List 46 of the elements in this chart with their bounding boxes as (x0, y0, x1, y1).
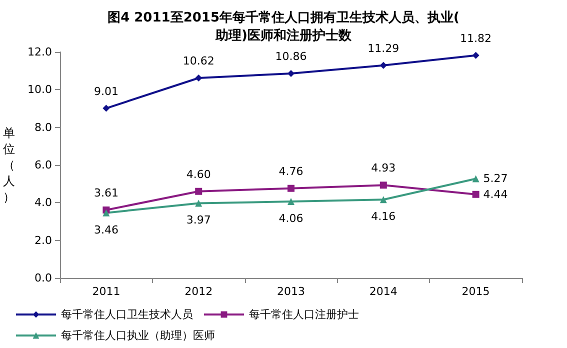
y-tick-label: 4.0 (34, 196, 52, 210)
point (288, 70, 294, 77)
legend-label: 每千常住人口注册护士 (249, 308, 359, 321)
y-tick-label: 12.0 (28, 46, 52, 58)
point (472, 190, 480, 198)
data-label: 3.61 (94, 186, 118, 200)
x-tick-label: 2012 (184, 285, 213, 298)
point (380, 196, 387, 204)
legend-label: 每千常住人口卫生技术人员 (61, 308, 193, 321)
point (288, 184, 294, 192)
data-label: 4.16 (371, 210, 396, 224)
y-tick-label: 10.0 (28, 83, 52, 96)
point (102, 209, 110, 216)
data-label: 10.86 (275, 50, 307, 63)
y-tick-label: 6.0 (34, 158, 52, 172)
x-tick-label: 2011 (92, 285, 120, 298)
point (195, 74, 202, 82)
point (472, 52, 480, 59)
y-tick-label: 8.0 (34, 120, 52, 134)
data-label: 11.29 (368, 42, 400, 55)
data-label: 3.46 (94, 223, 118, 236)
data-label: 4.06 (278, 212, 304, 226)
data-label: 4.60 (186, 168, 211, 181)
data-label: 11.82 (460, 32, 492, 45)
point (380, 182, 387, 189)
data-label: 10.62 (182, 54, 214, 68)
y-tick-label: 2.0 (34, 234, 52, 247)
data-label: 4.93 (371, 162, 396, 175)
data-label: 4.76 (278, 164, 304, 178)
data-label: 3.97 (186, 214, 211, 227)
point (380, 62, 387, 69)
point (195, 200, 202, 207)
chart-title: 图4 2011至2015年每千常住人口拥有卫生技术人员、执业(助理)医师和注册护士数 (108, 10, 460, 44)
point (102, 104, 110, 112)
point (195, 188, 202, 195)
x-tick-label: 2013 (277, 285, 305, 298)
x-tick-label: 2015 (462, 285, 490, 298)
y-tick-label: 0.0 (34, 272, 52, 284)
point (472, 175, 480, 182)
x-tick-label: 2014 (369, 285, 398, 298)
data-label: 5.27 (483, 172, 508, 186)
y-axis-title: 单位（人） (3, 126, 15, 204)
data-label: 4.44 (483, 188, 508, 201)
data-label: 9.01 (94, 84, 118, 98)
point (288, 198, 294, 206)
legend-label: 每千常住人口执业（助理）医师 (61, 329, 215, 342)
